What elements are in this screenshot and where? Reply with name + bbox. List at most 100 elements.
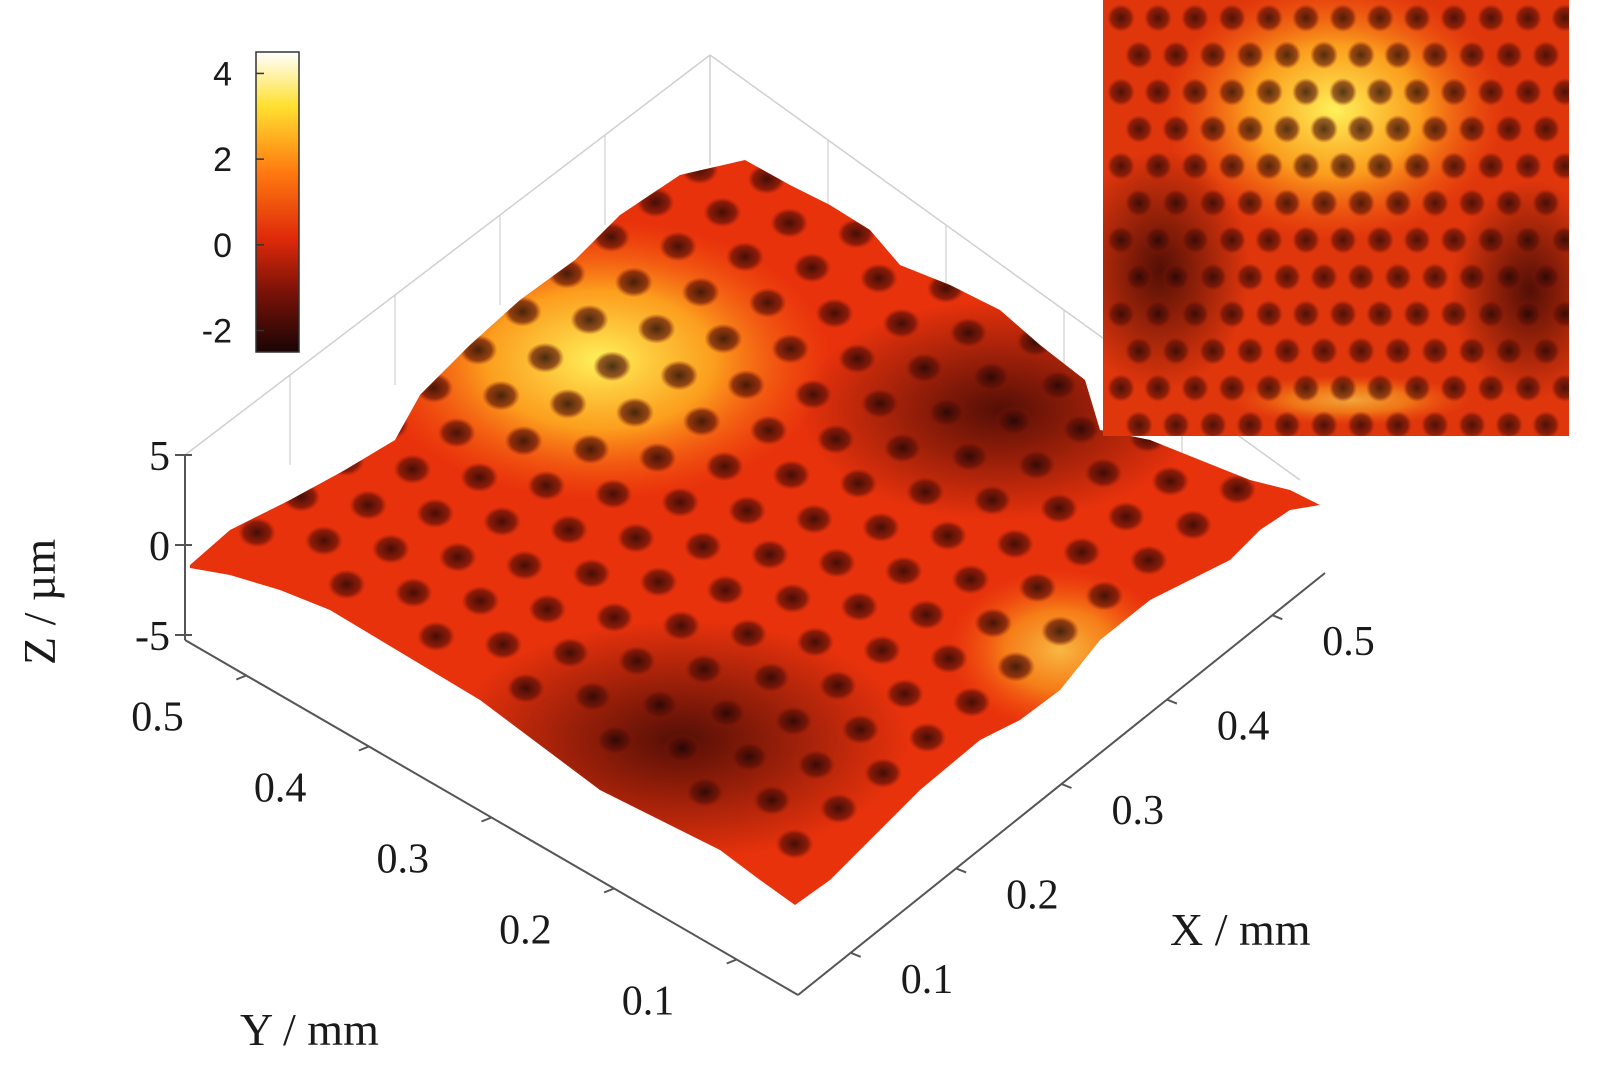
surface-dimple (639, 566, 678, 597)
surface-dimple (797, 749, 836, 780)
surface-dimple (394, 577, 433, 608)
inset-dimple (1310, 41, 1338, 69)
inset-dimple (1551, 4, 1569, 32)
inset-dimple (1347, 263, 1375, 291)
surface-dimple (572, 558, 611, 589)
surface-dimple (215, 473, 254, 504)
z-axis-label: Z / µm (14, 539, 65, 665)
inset-dimple (1514, 300, 1542, 328)
inset-dimple (1366, 152, 1394, 180)
inset-dimple (1107, 374, 1135, 402)
x-tick-label: 0.2 (1006, 872, 1059, 918)
inset-dimple (1495, 41, 1523, 69)
inset-dimple (1292, 152, 1320, 180)
inset-dimple (1403, 78, 1431, 106)
inset-dimple (1514, 4, 1542, 32)
surface-dimple (972, 361, 1011, 392)
inset-dimple (1421, 411, 1449, 436)
inset-dimple (1532, 337, 1560, 365)
surface-dimple (680, 160, 719, 185)
inset-dimple (1273, 411, 1301, 436)
surface-dimple (592, 222, 631, 253)
inset-dimple (1421, 337, 1449, 365)
surface-dimple (528, 594, 567, 625)
surface-dimple (460, 462, 499, 493)
inset-dimple (1532, 41, 1560, 69)
inset-dimple (1403, 300, 1431, 328)
inset-dimple (1236, 263, 1264, 291)
inset-dimple (1347, 337, 1375, 365)
inset-dimple (1440, 226, 1468, 254)
inset-dimple (1199, 263, 1227, 291)
x-tick-labels: 0.1 0.2 0.3 0.4 0.5 (901, 619, 1375, 1003)
inset-dimple (1551, 152, 1569, 180)
inset-dimple (1310, 189, 1338, 217)
surface-dimple (817, 547, 856, 578)
surface-dimple (795, 504, 834, 535)
inset-dimple (1477, 78, 1505, 106)
surface-dimple (416, 498, 455, 529)
surface-dimple (684, 654, 723, 685)
surface-dimple (952, 687, 991, 718)
surface-dimple (929, 643, 968, 674)
inset-heatmap (1103, 0, 1569, 436)
inset-dimple (1458, 115, 1486, 143)
surface-dimple (326, 446, 365, 477)
inset-dimple (1366, 4, 1394, 32)
inset-dimple (1329, 374, 1357, 402)
inset-dimple (1403, 226, 1431, 254)
surface-dimple (704, 323, 743, 354)
y-tick-label: 0.5 (131, 695, 184, 741)
surface-dimple (682, 406, 721, 437)
surface-dimple (393, 454, 432, 485)
inset-dimple (1440, 152, 1468, 180)
surface-dimple (775, 828, 814, 859)
inset-dimple (1181, 300, 1209, 328)
surface-dimple (995, 528, 1034, 559)
inset-dimple (1329, 4, 1357, 32)
surface-dimple (796, 627, 835, 658)
y-tick-label: 0.4 (254, 766, 307, 812)
x-tick-label: 0.1 (901, 957, 954, 1003)
inset-dimple (1273, 189, 1301, 217)
inset-dimple (1347, 189, 1375, 217)
surface-dimple (882, 308, 921, 339)
inset-dimple (1384, 411, 1412, 436)
inset-dimple (1292, 4, 1320, 32)
surface-dimple (750, 539, 789, 570)
inset-dimple (1495, 115, 1523, 143)
inset-dimple (1162, 115, 1190, 143)
inset-dimple (1162, 263, 1190, 291)
surface-dimple (237, 517, 276, 548)
inset-dimple (1199, 41, 1227, 69)
inset-dimple (1366, 78, 1394, 106)
surface-dimple (885, 678, 924, 709)
inset-dimple (1144, 300, 1172, 328)
surface-dimple (1061, 414, 1100, 445)
inset-dimple (1236, 411, 1264, 436)
surface-dimple (459, 335, 498, 366)
inset-dimple (1384, 337, 1412, 365)
inset-dimple (1329, 300, 1357, 328)
inset-dimple (1255, 300, 1283, 328)
surface-dimple (705, 451, 744, 482)
surface-dimple (751, 662, 790, 693)
inset-dimple (1255, 226, 1283, 254)
surface-dimple (819, 793, 858, 824)
colorbar-tick-label: 2 (213, 141, 232, 179)
surface-dimple (725, 122, 763, 152)
inset-dimple (1477, 226, 1505, 254)
inset-dimple (1458, 337, 1486, 365)
inset-dimple (1477, 374, 1505, 402)
inset-dimple (1551, 300, 1569, 328)
inset-dimple (1310, 337, 1338, 365)
surface-dimple (818, 670, 857, 701)
surface-dimple (729, 618, 768, 649)
colorbar-tick-label: -2 (202, 313, 232, 351)
surface-dimple (573, 681, 612, 712)
surface-dimple (570, 304, 609, 335)
inset-dimple (1495, 189, 1523, 217)
surface-dimple (974, 608, 1013, 639)
inset-dimple (1144, 78, 1172, 106)
inset-dimple (1218, 300, 1246, 328)
